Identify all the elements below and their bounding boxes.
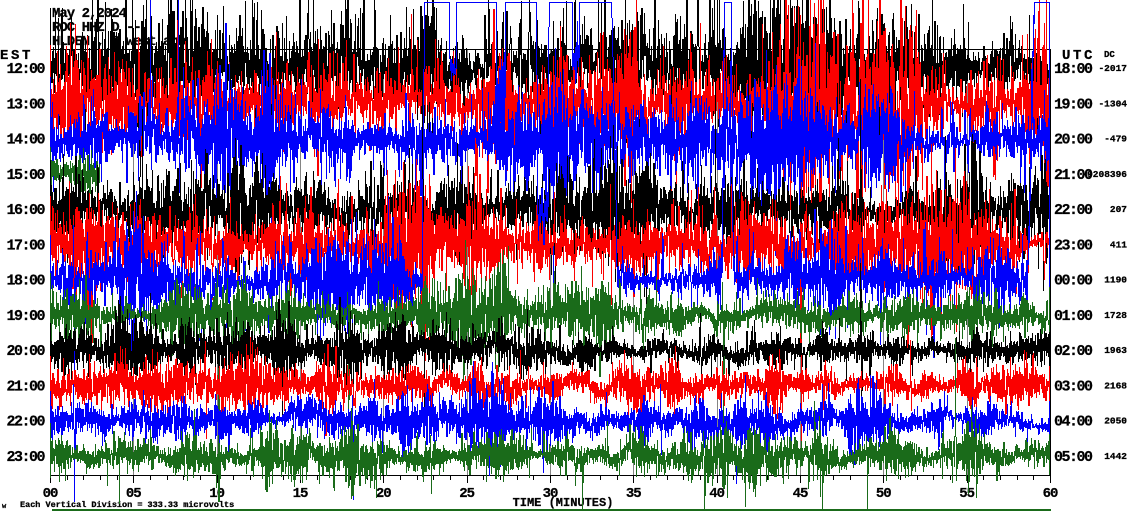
svg-text:1963: 1963 <box>1104 345 1127 356</box>
svg-text:207: 207 <box>1110 204 1127 215</box>
svg-text:May 2,2024: May 2,2024 <box>52 6 127 22</box>
svg-text:Each Vertical Division = 333.: Each Vertical Division = 333.33 microvol… <box>20 500 234 510</box>
svg-text:20:00: 20:00 <box>6 343 45 360</box>
svg-text:22:00: 22:00 <box>1054 202 1093 219</box>
svg-text:45: 45 <box>793 486 808 502</box>
svg-text:40: 40 <box>709 486 724 502</box>
svg-text:15: 15 <box>293 486 308 502</box>
svg-text:35: 35 <box>626 486 641 502</box>
svg-text:04:00: 04:00 <box>1054 414 1093 431</box>
svg-text:00:00: 00:00 <box>1054 273 1093 290</box>
svg-text:19:00: 19:00 <box>6 308 45 325</box>
svg-text:EST: EST <box>0 48 33 64</box>
svg-text:22:00: 22:00 <box>6 414 45 431</box>
svg-text:18:00: 18:00 <box>6 273 45 290</box>
svg-text:-2017: -2017 <box>1098 63 1127 74</box>
svg-text:18:00: 18:00 <box>1054 61 1093 78</box>
svg-text:03:00: 03:00 <box>1054 378 1093 395</box>
svg-text:01:00: 01:00 <box>1054 308 1093 325</box>
svg-text:1728: 1728 <box>1104 310 1127 321</box>
svg-text:20: 20 <box>376 486 391 502</box>
svg-text:-479: -479 <box>1104 134 1127 145</box>
svg-text:30: 30 <box>543 486 558 502</box>
svg-text:14:00: 14:00 <box>6 132 45 149</box>
svg-text:TIME (MINUTES): TIME (MINUTES) <box>513 496 614 510</box>
svg-text:10: 10 <box>209 486 224 502</box>
svg-text:23:00: 23:00 <box>6 449 45 466</box>
svg-text:23:00: 23:00 <box>1054 237 1093 254</box>
svg-text:13:00: 13:00 <box>6 96 45 113</box>
svg-text:2168: 2168 <box>1104 380 1127 391</box>
svg-text:-1304: -1304 <box>1098 98 1127 109</box>
svg-text:1190: 1190 <box>1104 275 1127 286</box>
svg-text:1442: 1442 <box>1104 451 1127 462</box>
svg-text:20:00: 20:00 <box>1054 132 1093 149</box>
svg-text:17:00: 17:00 <box>6 237 45 254</box>
svg-text:19:00: 19:00 <box>1054 96 1093 113</box>
svg-text:21:00: 21:00 <box>1054 167 1093 184</box>
svg-text:-9208396: -9208396 <box>1081 169 1127 180</box>
svg-text:00: 00 <box>43 486 58 502</box>
svg-text:02:00: 02:00 <box>1054 343 1093 360</box>
svg-text:15:00: 15:00 <box>6 167 45 184</box>
svg-text:05: 05 <box>126 486 141 502</box>
svg-text:16:00: 16:00 <box>6 202 45 219</box>
svg-text:w: w <box>2 503 7 511</box>
svg-text:60: 60 <box>1043 486 1058 502</box>
svg-text:411: 411 <box>1110 239 1127 250</box>
svg-text:DC: DC <box>1104 50 1115 60</box>
svg-text:05:00: 05:00 <box>1054 449 1093 466</box>
svg-text:25: 25 <box>459 486 474 502</box>
svg-text:12:00: 12:00 <box>6 61 45 78</box>
svg-text:21:00: 21:00 <box>6 378 45 395</box>
svg-text:UTC: UTC <box>1062 48 1095 64</box>
svg-text:50: 50 <box>876 486 891 502</box>
svg-text:55: 55 <box>959 486 974 502</box>
svg-text:2050: 2050 <box>1104 416 1127 427</box>
